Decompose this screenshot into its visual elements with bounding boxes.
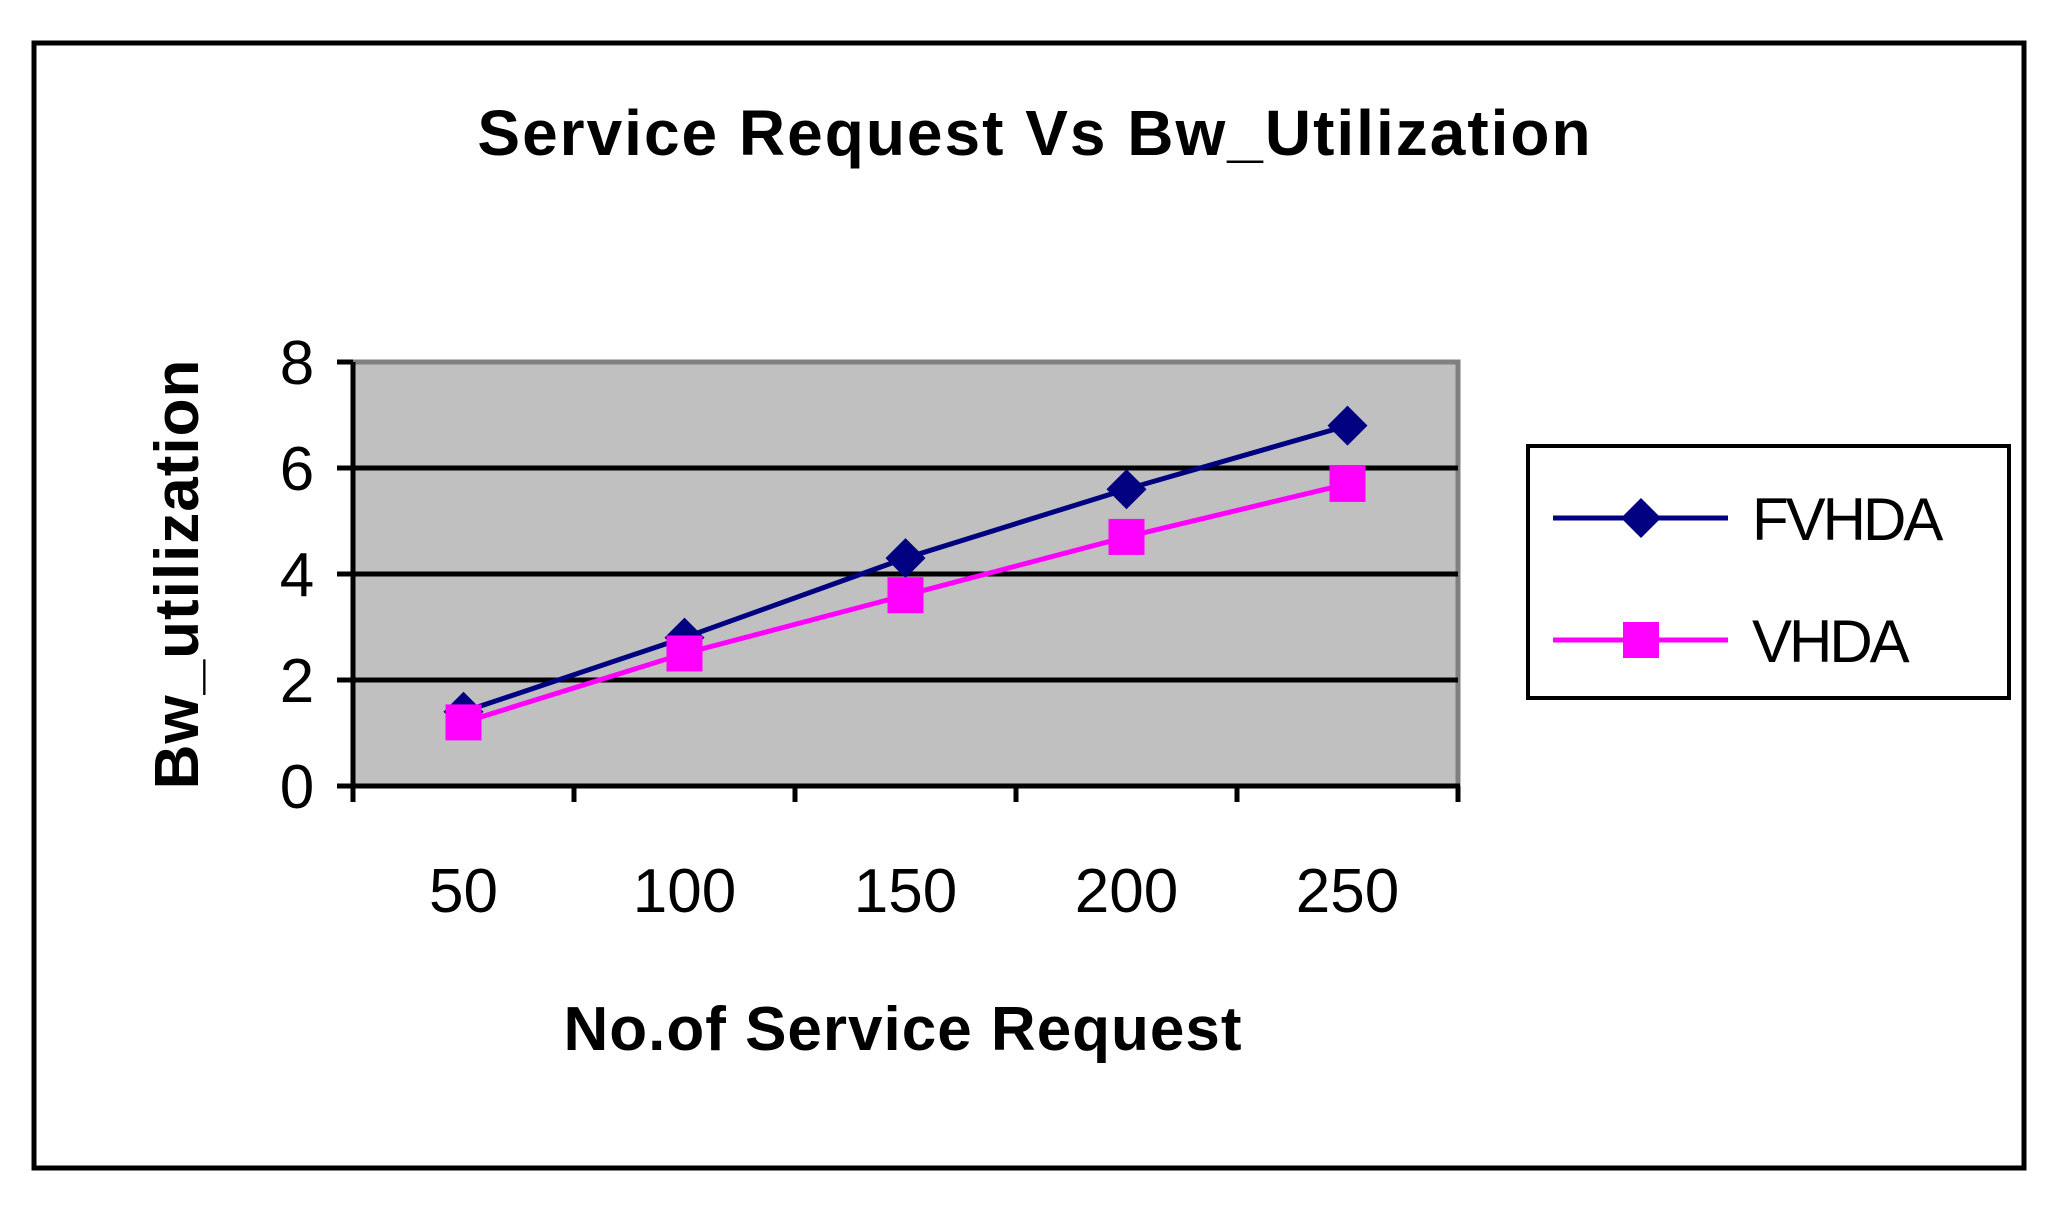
legend-marker <box>1623 622 1659 658</box>
series-vhda <box>445 465 1366 741</box>
data-point-square <box>1108 518 1145 555</box>
legend-marker <box>1621 498 1661 538</box>
legend-label: FVHDA <box>1752 486 1943 553</box>
x-tick-label: 150 <box>854 857 957 926</box>
data-point-diamond <box>1327 405 1368 446</box>
legend-item: VHDA <box>1553 608 1913 675</box>
x-tick-label: 250 <box>1296 857 1399 926</box>
y-tick-label: 4 <box>280 541 314 610</box>
series-layer <box>443 405 1368 741</box>
x-tick-label: 200 <box>1075 857 1178 926</box>
y-tick-label: 2 <box>280 647 314 716</box>
data-point-diamond <box>885 538 926 579</box>
legend-box <box>1526 444 2011 700</box>
data-point-square <box>887 577 924 614</box>
data-point-square <box>1329 465 1366 502</box>
legend: FVHDA VHDA <box>1526 444 2011 700</box>
x-tick-label: 100 <box>633 857 736 926</box>
chart-title: Service Request Vs Bw_Utilization <box>477 97 1592 169</box>
legend-label: VHDA <box>1752 608 1910 675</box>
x-axis-title: No.of Service Request <box>563 995 1242 1064</box>
x-axis-ticks: 50 100 150 200 250 <box>350 786 1461 926</box>
x-tick-label: 50 <box>429 857 498 926</box>
y-tick-label: 6 <box>280 435 314 504</box>
legend-item: FVHDA <box>1553 486 1946 553</box>
y-tick-label: 0 <box>280 753 314 822</box>
y-tick-label: 8 <box>280 329 314 398</box>
series-fvhda <box>443 405 1368 732</box>
data-point-square <box>445 704 482 741</box>
data-point-square <box>666 635 703 672</box>
y-axis-ticks: 0 2 4 6 8 <box>280 329 353 822</box>
y-axis-title: Bw_utilization <box>143 359 212 790</box>
data-point-diamond <box>1106 469 1147 510</box>
